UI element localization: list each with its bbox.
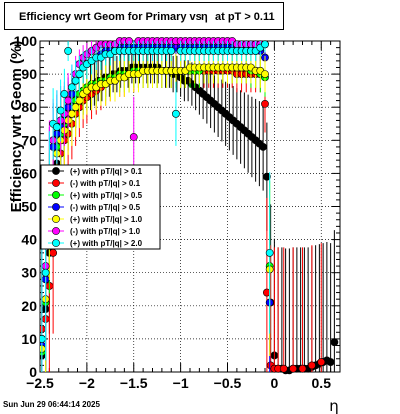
data-point <box>172 109 180 118</box>
data-point <box>265 248 274 257</box>
title-part1: Efficiency wrt Geom for Primary vs <box>19 11 202 23</box>
data-point <box>259 143 268 151</box>
data-points <box>40 37 339 375</box>
data-point <box>330 338 339 347</box>
data-point <box>298 364 307 373</box>
data-point <box>261 40 269 49</box>
x-tick-label: 0 <box>270 375 278 391</box>
data-point <box>56 106 65 115</box>
x-tick-label: −1 <box>173 375 189 391</box>
data-point <box>64 47 73 55</box>
data-point <box>40 335 46 343</box>
series-group <box>40 40 274 372</box>
legend-marker <box>52 215 60 223</box>
y-tick-label: 40 <box>21 232 37 248</box>
y-axis-label: Efficiency wrt Geom (%) <box>8 41 25 213</box>
data-point <box>71 103 80 112</box>
data-point <box>67 83 76 92</box>
y-tick-label: 90 <box>21 66 37 82</box>
legend-entry-label: (-) with pT/|q| > 0.5 <box>70 203 141 212</box>
data-point <box>60 90 69 98</box>
data-point <box>261 70 269 78</box>
legend-marker <box>52 191 60 199</box>
legend-entry-label: (-) with pT/|q| > 1.0 <box>70 227 141 236</box>
data-point <box>261 99 269 108</box>
y-tick-label: 10 <box>21 331 37 347</box>
x-tick-label: −0.5 <box>214 375 242 391</box>
data-point <box>262 172 271 181</box>
legend-marker <box>52 179 60 187</box>
legend-entry-label: (+) with pT/|q| > 2.0 <box>70 239 143 248</box>
legend-entry-label: (+) with pT/|q| > 0.1 <box>70 167 143 176</box>
data-point <box>307 361 316 370</box>
data-point <box>167 47 176 55</box>
legend-entry-label: (+) with pT/|q| > 0.5 <box>70 191 143 200</box>
data-point <box>75 70 84 78</box>
x-tick-label: −2.5 <box>26 375 54 391</box>
data-point <box>49 248 58 257</box>
data-point <box>71 76 80 85</box>
data-point <box>279 364 288 373</box>
data-point <box>75 96 84 105</box>
y-tick-label: 20 <box>21 298 37 314</box>
legend-marker <box>52 167 60 175</box>
y-tick-label: 50 <box>21 199 37 215</box>
data-point <box>64 96 73 105</box>
x-tick-label: −2 <box>79 375 95 391</box>
data-point <box>52 123 61 131</box>
legend-marker <box>52 239 60 247</box>
chart-title: Efficiency wrt Geom for Primary vs η at … <box>4 2 284 30</box>
y-tick-label: 0 <box>29 364 37 380</box>
y-tick-label: 70 <box>21 132 37 148</box>
data-point <box>326 358 335 366</box>
legend-marker <box>52 203 60 211</box>
x-axis-label: η <box>329 397 339 414</box>
y-tick-label: 60 <box>21 165 37 181</box>
legend-marker <box>52 227 60 235</box>
y-tick-label: 80 <box>21 99 37 115</box>
legend-entry-label: (-) with pT/|q| > 0.1 <box>70 179 141 188</box>
title-eta: η <box>201 11 208 23</box>
data-point <box>289 364 298 373</box>
data-point <box>129 133 138 141</box>
data-point <box>67 109 76 118</box>
legend: (+) with pT/|q| > 0.1 (-) with pT/|q| > 0… <box>40 164 161 250</box>
y-tick-label: 30 <box>21 265 37 281</box>
title-part2: at pT > 0.11 <box>215 11 275 23</box>
x-tick-label: 0.5 <box>312 375 332 391</box>
timestamp: Sun Jun 29 06:44:14 2025 <box>3 400 100 409</box>
y-tick-label: 100 <box>14 33 38 49</box>
data-point <box>317 358 326 366</box>
data-point <box>41 268 50 277</box>
x-tick-label: −1.5 <box>120 375 148 391</box>
legend-entry-label: (+) with pT/|q| > 1.0 <box>70 215 143 224</box>
